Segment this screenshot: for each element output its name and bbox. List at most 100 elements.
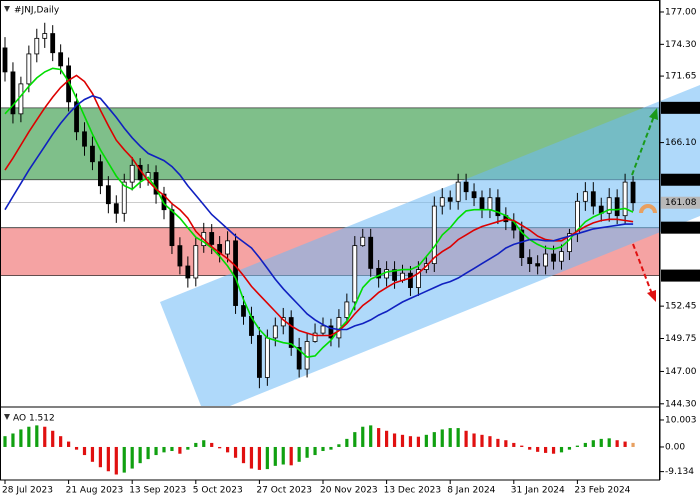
candle-body xyxy=(479,197,485,211)
candle-body xyxy=(42,33,48,39)
ao-bar xyxy=(392,433,397,447)
ao-bar xyxy=(43,426,47,447)
candle-body xyxy=(161,193,167,211)
chart-title: #JNJ,Daily xyxy=(14,6,60,16)
ao-bar xyxy=(400,434,405,447)
candle-body xyxy=(288,317,294,348)
candle-body xyxy=(455,181,461,202)
candle-body xyxy=(193,245,199,279)
ao-bar xyxy=(456,428,460,447)
y-tick-label: 147.00 xyxy=(665,367,697,377)
x-tick-label: 8 Jan 2024 xyxy=(447,486,495,496)
ao-bar xyxy=(297,446,301,462)
candle-body xyxy=(177,245,183,267)
ao-bar xyxy=(544,446,548,453)
candle-body xyxy=(471,191,477,199)
candle-body xyxy=(630,181,636,204)
candle-body xyxy=(360,236,366,247)
ao-bar xyxy=(424,434,428,447)
ao-bar xyxy=(408,436,413,447)
ao-bar xyxy=(329,446,333,450)
ao-bar xyxy=(241,446,246,464)
ao-bar xyxy=(512,442,516,447)
ao-bar xyxy=(567,446,572,450)
last-price-label: 161.08 xyxy=(665,198,697,208)
ao-bar xyxy=(202,440,206,447)
osc-icon xyxy=(4,414,10,420)
candle-body xyxy=(543,253,548,267)
ao-bar xyxy=(67,441,71,447)
ao-bar xyxy=(170,446,174,452)
ao-bar xyxy=(3,436,7,447)
ao-bar xyxy=(369,425,373,447)
level-label-bg xyxy=(661,269,700,282)
ao-bar xyxy=(496,438,500,447)
candle-body xyxy=(352,245,358,303)
ao-bar xyxy=(59,436,63,447)
ao-bar xyxy=(90,446,95,462)
level-label: 159.00 xyxy=(665,223,697,233)
y-tick-label: 152.45 xyxy=(665,302,697,312)
up-arrow-head xyxy=(649,108,658,120)
candle-body xyxy=(368,236,374,269)
candle-body xyxy=(384,269,390,279)
candle-body xyxy=(153,172,159,195)
ao-bar xyxy=(218,446,222,449)
ao-bar xyxy=(82,446,87,456)
candle-body xyxy=(129,164,135,183)
candle-body xyxy=(26,53,32,85)
candle-body xyxy=(320,325,326,334)
x-tick-label: 23 Feb 2024 xyxy=(574,486,630,496)
ao-bar xyxy=(226,446,230,453)
candle-body xyxy=(296,347,302,370)
candle-body xyxy=(567,233,572,253)
ao-bar xyxy=(186,446,190,450)
candle-body xyxy=(264,337,270,378)
candle-body xyxy=(519,229,525,259)
ao-bar xyxy=(472,433,476,447)
ao-bar xyxy=(607,438,611,447)
candle-body xyxy=(495,197,501,217)
ao-bar xyxy=(385,430,389,447)
candle-body xyxy=(113,203,119,214)
ao-bar xyxy=(162,446,166,453)
candle-body xyxy=(415,269,421,288)
y-tick-label: 149.75 xyxy=(665,334,697,344)
osc-tick-label: 0.00 xyxy=(665,442,685,452)
ao-bar xyxy=(583,442,587,447)
osc-tick-label: 10.003 xyxy=(665,415,697,425)
ao-bar xyxy=(448,428,452,447)
ao-bar xyxy=(591,440,595,447)
ao-bar xyxy=(337,444,341,447)
ao-bar xyxy=(194,442,198,447)
candle-body xyxy=(312,332,318,342)
ao-bar xyxy=(146,446,150,460)
candle-body xyxy=(527,257,533,265)
ao-bar xyxy=(313,446,317,456)
ao-bar xyxy=(154,446,158,456)
moving-average xyxy=(4,74,634,337)
plot xyxy=(2,22,636,475)
level-label-bg xyxy=(661,173,700,186)
candle-body xyxy=(18,83,24,115)
candle-body xyxy=(408,272,413,288)
ao-bar xyxy=(257,446,261,470)
candle-body xyxy=(431,205,437,265)
x-tick-label: 5 Oct 2023 xyxy=(193,486,243,496)
candle-body xyxy=(535,263,541,267)
ao-bar xyxy=(114,446,118,475)
ao-bar xyxy=(11,433,15,447)
candle-body xyxy=(50,33,56,54)
x-tick-label: 20 Nov 2023 xyxy=(320,486,378,496)
ao-bar xyxy=(27,426,31,447)
candle-body xyxy=(256,335,262,378)
candle-body xyxy=(272,325,278,339)
candle-body xyxy=(209,232,215,245)
ao-bar xyxy=(528,446,532,450)
ao-bar xyxy=(623,441,627,447)
y-tick-label: 174.30 xyxy=(665,40,697,50)
candle-body xyxy=(559,251,564,262)
candle-body xyxy=(439,197,445,207)
ao-bar xyxy=(416,436,420,447)
ao-bar xyxy=(233,446,238,458)
